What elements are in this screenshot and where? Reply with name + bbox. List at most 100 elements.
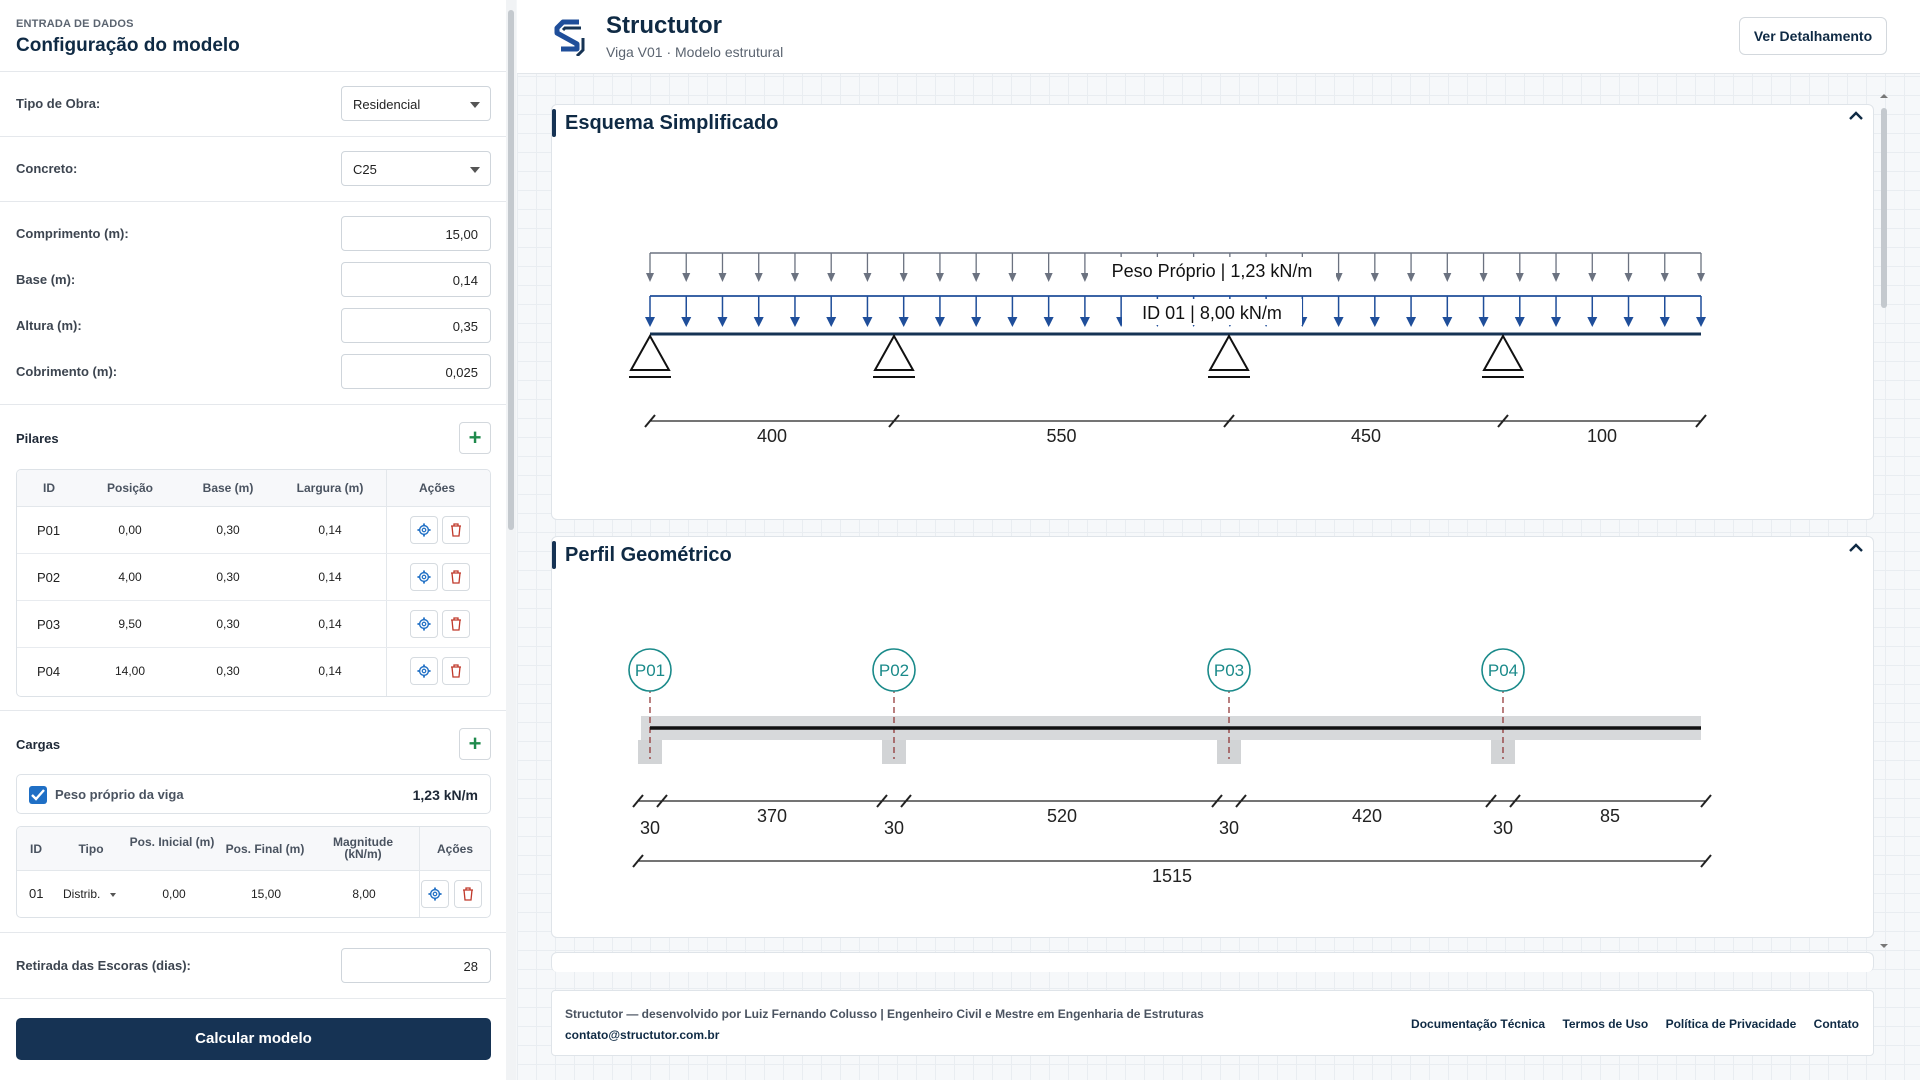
scroll-down-arrow-icon[interactable]	[1878, 942, 1890, 950]
col-header: ID	[43, 481, 55, 495]
load-arrow-head	[1334, 273, 1343, 282]
load-arrow-head	[718, 273, 727, 282]
calcular-button[interactable]: Calcular modelo	[16, 1018, 491, 1060]
escoras-input[interactable]: 28	[341, 948, 491, 983]
dimension-tick	[1700, 794, 1712, 808]
pilar-settings-button[interactable]	[410, 563, 438, 591]
sidebar-header: ENTRADA DE DADOS Configuração do modelo	[16, 18, 240, 57]
panel-accent	[552, 109, 556, 137]
dimension-tick	[632, 794, 644, 808]
load-arrow-head	[1551, 317, 1562, 327]
scrollbar-thumb[interactable]	[508, 10, 514, 530]
pillar-marker	[1207, 648, 1251, 692]
load-arrow-head	[1552, 273, 1561, 282]
carga-fim-input[interactable]: 15,00	[231, 880, 301, 908]
dimension-tick	[632, 854, 644, 868]
carga-settings-button[interactable]	[421, 880, 449, 908]
pilar-base-input[interactable]: 0,30	[193, 610, 263, 638]
peso-proprio-value: 1,23 kN/m	[412, 787, 478, 803]
main-scrollbar[interactable]	[1878, 90, 1890, 950]
carga-magnitude-input[interactable]: 8,00	[329, 880, 399, 908]
add-carga-button[interactable]: +	[459, 728, 491, 760]
load-arrow-head	[898, 317, 909, 327]
comprimento-input[interactable]: 15,00	[341, 216, 491, 251]
load-arrow-head	[1407, 273, 1416, 282]
pilar-delete-button[interactable]	[442, 563, 470, 591]
pilar-settings-button[interactable]	[410, 516, 438, 544]
load-arrow-head	[754, 273, 763, 282]
clear-span-label: 420	[1352, 806, 1382, 826]
load-arrow-head	[1008, 273, 1017, 282]
pilar-id: P04	[37, 664, 61, 679]
footer-link-privacidade[interactable]: Política de Privacidade	[1665, 1017, 1797, 1031]
load-arrow-head	[790, 273, 799, 282]
pilar-posicao-input[interactable]: 4,00	[95, 563, 165, 591]
pilar-delete-button[interactable]	[442, 657, 470, 685]
trash-icon	[463, 887, 473, 901]
pilares-table: ID Posição Base (m) Largura (m) Ações P0…	[16, 469, 491, 697]
col-header: ID	[30, 842, 42, 856]
total-length-label: 1515	[1152, 866, 1192, 886]
pilar-posicao-input[interactable]: 0,00	[95, 516, 165, 544]
cobrimento-input[interactable]: 0,025	[341, 354, 491, 389]
pilar-posicao-input[interactable]: 14,00	[95, 657, 165, 685]
pilar-posicao-input[interactable]: 9,50	[95, 610, 165, 638]
altura-input[interactable]: 0,35	[341, 308, 491, 343]
footer-email-link[interactable]: contato@structutor.com.br	[565, 1028, 720, 1042]
base-input[interactable]: 0,14	[341, 262, 491, 297]
sidebar-scrollbar[interactable]	[506, 0, 516, 1080]
divider	[0, 404, 506, 405]
load-arrow-head	[682, 273, 691, 282]
app-title: Structutor	[606, 12, 722, 39]
footer-link-contato[interactable]: Contato	[1813, 1017, 1859, 1031]
ver-detalhamento-button[interactable]: Ver Detalhamento	[1739, 17, 1887, 55]
carga-tipo-select[interactable]: Distrib.	[63, 871, 116, 917]
peso-proprio-checkbox[interactable]	[29, 786, 47, 804]
footer-links: Documentação Técnica Termos de Uso Polít…	[1397, 1017, 1859, 1031]
dimension-tick	[1509, 794, 1521, 808]
pilar-base-input[interactable]: 0,30	[193, 516, 263, 544]
load-arrow-head	[717, 317, 728, 327]
load-arrow-head	[1515, 273, 1524, 282]
pilar-base-input[interactable]: 0,30	[193, 563, 263, 591]
clear-span-label: 370	[757, 806, 787, 826]
pilar-largura-input[interactable]: 0,14	[295, 563, 365, 591]
concreto-select[interactable]: C25	[341, 151, 491, 186]
table-header: ID Tipo Pos. Inicial (m) Pos. Final (m) …	[17, 827, 490, 871]
label-bg	[1122, 299, 1302, 325]
pilar-largura-input[interactable]: 0,14	[295, 657, 365, 685]
esquema-panel: Esquema Simplificado 400 550 450 100 Peso P…	[551, 104, 1874, 520]
footer-link-termos[interactable]: Termos de Uso	[1562, 1017, 1649, 1031]
load-arrow-head	[1478, 317, 1489, 327]
footer: Structutor — desenvolvido por Luiz Ferna…	[551, 990, 1874, 1056]
pilar-settings-button[interactable]	[410, 657, 438, 685]
pilar-delete-button[interactable]	[442, 610, 470, 638]
chevron-up-icon[interactable]	[1848, 542, 1864, 554]
tipo-obra-select[interactable]: Residencial	[341, 86, 491, 121]
carga-delete-button[interactable]	[454, 880, 482, 908]
scrollbar-thumb[interactable]	[1881, 108, 1887, 308]
pilar-settings-button[interactable]	[410, 610, 438, 638]
gear-icon	[417, 617, 431, 631]
footer-link-documentacao[interactable]: Documentação Técnica	[1411, 1017, 1546, 1031]
chevron-down-icon	[470, 167, 480, 173]
tipo-obra-label: Tipo de Obra:	[16, 96, 101, 111]
carga-inicio-input[interactable]: 0,00	[139, 880, 209, 908]
load-arrow-head	[935, 273, 944, 282]
pilar-largura-input[interactable]: 0,14	[295, 516, 365, 544]
load-arrow-head	[789, 317, 800, 327]
perfil-panel: Perfil Geométrico P01 P02 P03 P04 30 30 30 30 3…	[551, 536, 1874, 938]
pilar-delete-button[interactable]	[442, 516, 470, 544]
divider	[0, 136, 506, 137]
add-pilar-button[interactable]: +	[459, 422, 491, 454]
chevron-up-icon[interactable]	[1848, 110, 1864, 122]
trash-icon	[451, 570, 461, 584]
sidebar-content: ENTRADA DE DADOS Configuração do modelo …	[0, 0, 506, 1080]
span-label: 400	[757, 426, 787, 446]
perfil-drawing: P01 P02 P03 P04 30 30 30 30 370 520 420 85 1515	[628, 648, 1712, 886]
concreto-label: Concreto:	[16, 161, 78, 176]
scroll-up-arrow-icon[interactable]	[1878, 92, 1890, 100]
pilar-base-input[interactable]: 0,30	[193, 657, 263, 685]
pilar-largura-input[interactable]: 0,14	[295, 610, 365, 638]
col-header: Ações	[418, 481, 456, 495]
